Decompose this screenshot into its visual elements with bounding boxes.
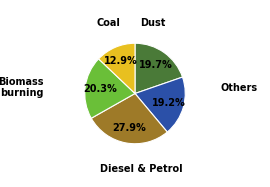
- Wedge shape: [135, 43, 183, 94]
- Wedge shape: [135, 77, 185, 132]
- Text: 12.9%: 12.9%: [104, 56, 138, 66]
- Wedge shape: [85, 59, 135, 118]
- Text: Dust: Dust: [140, 18, 166, 27]
- Text: 19.2%: 19.2%: [152, 98, 186, 108]
- Text: 19.7%: 19.7%: [139, 60, 173, 70]
- Wedge shape: [91, 94, 167, 144]
- Text: Others: Others: [221, 83, 258, 93]
- Text: Diesel & Petrol: Diesel & Petrol: [100, 164, 182, 174]
- Text: 27.9%: 27.9%: [112, 123, 146, 133]
- Text: Biomass
burning: Biomass burning: [0, 77, 43, 98]
- Text: Coal: Coal: [96, 18, 120, 27]
- Text: 20.3%: 20.3%: [83, 84, 117, 94]
- Wedge shape: [99, 43, 135, 94]
